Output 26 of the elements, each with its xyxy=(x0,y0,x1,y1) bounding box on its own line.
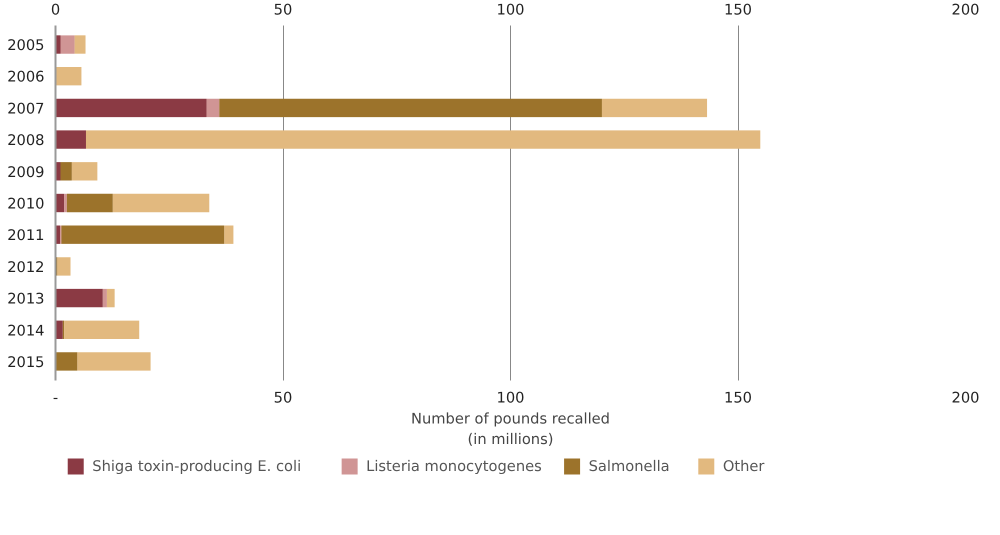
y-tick-label: 2010 xyxy=(7,196,45,212)
x-axis-title: Number of pounds recalled (in millions) xyxy=(411,410,610,448)
x2-tick-label: 100 xyxy=(496,2,524,18)
x2-tick-label: 0 xyxy=(50,2,60,18)
y-tick-label: 2012 xyxy=(7,258,45,276)
y-tick-label: 2007 xyxy=(7,100,45,118)
x-tick-label: 150 xyxy=(724,390,752,406)
legend-label: Listeria monocytogenes xyxy=(366,458,542,475)
legend-label: Other xyxy=(722,458,766,475)
x-tick-label: - xyxy=(52,390,58,406)
y-tick-label: 2015 xyxy=(7,354,45,371)
legend-label: Salmonella xyxy=(588,458,670,475)
x2-tick-label: 150 xyxy=(724,2,752,18)
y-tick-label: 2008 xyxy=(7,132,45,150)
x2-tick-label: 50 xyxy=(274,2,292,18)
y-tick-label: 2014 xyxy=(7,322,45,340)
y-tick-label: 2006 xyxy=(7,68,45,86)
y-tick-label: 2013 xyxy=(7,290,45,308)
x2-tick-label: 200 xyxy=(952,2,980,18)
x-tick-label: 50 xyxy=(274,390,292,406)
y-tick-label: 2005 xyxy=(7,37,45,54)
y-tick-label: 2009 xyxy=(7,164,45,181)
x-tick-label: 100 xyxy=(496,390,524,406)
y-tick-label: 2011 xyxy=(7,227,45,244)
x-tick-label: 200 xyxy=(952,390,980,406)
legend-label: Shiga toxin-producing E. coli xyxy=(92,458,302,475)
